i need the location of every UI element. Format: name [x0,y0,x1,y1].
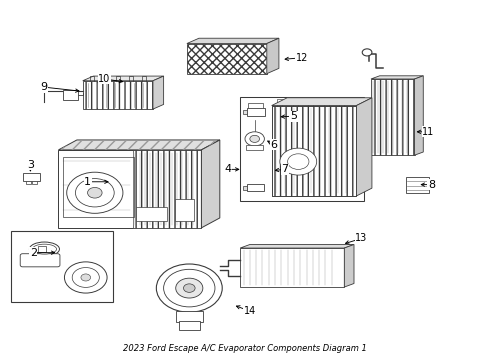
Polygon shape [240,248,344,287]
Polygon shape [240,244,354,248]
Polygon shape [83,81,153,109]
Text: 1: 1 [84,177,91,187]
Circle shape [250,135,260,143]
Text: 12: 12 [296,53,308,63]
Circle shape [65,262,107,293]
Ellipse shape [32,244,56,254]
Bar [63,90,78,100]
Polygon shape [83,76,164,81]
Circle shape [164,269,215,307]
Bar [179,321,200,330]
Text: 7: 7 [281,165,288,174]
Polygon shape [133,150,201,228]
Text: 2023 Ford Escape A/C Evaporator Components Diagram 1: 2023 Ford Escape A/C Evaporator Componen… [123,344,367,353]
Polygon shape [267,38,279,74]
Text: 4: 4 [224,165,232,174]
Circle shape [156,264,222,312]
Bar [240,97,364,201]
Text: 3: 3 [27,160,34,170]
Bar [247,108,266,116]
Polygon shape [243,110,247,114]
Text: 5: 5 [290,111,297,121]
Text: 14: 14 [244,306,256,316]
Polygon shape [371,79,415,155]
Polygon shape [243,186,247,190]
Circle shape [67,172,123,213]
Text: 2: 2 [30,248,37,258]
Circle shape [245,132,265,146]
Bar [24,256,57,265]
Circle shape [288,154,309,170]
Circle shape [362,49,372,56]
Circle shape [280,148,317,175]
Text: 8: 8 [428,180,435,190]
Ellipse shape [29,242,59,256]
Polygon shape [58,140,220,150]
Circle shape [81,274,91,281]
Bar [248,103,263,108]
Bar [136,207,168,221]
Text: 13: 13 [355,234,368,243]
Bar [26,181,31,184]
Text: 10: 10 [98,74,111,84]
Circle shape [75,179,114,207]
Circle shape [72,267,99,287]
Polygon shape [415,76,423,155]
Bar [11,231,113,302]
Polygon shape [271,98,372,105]
Text: 9: 9 [40,82,48,92]
Polygon shape [153,76,164,109]
Text: 11: 11 [422,127,434,137]
Bar [175,199,194,221]
Polygon shape [201,140,220,228]
Bar [246,145,264,149]
Bar [23,173,40,181]
Text: 6: 6 [270,140,277,149]
Polygon shape [271,105,356,196]
Polygon shape [371,76,423,79]
FancyBboxPatch shape [20,254,60,267]
Polygon shape [356,98,372,196]
Polygon shape [187,38,279,44]
Bar [32,181,37,184]
Circle shape [183,284,195,292]
Polygon shape [344,244,354,287]
Circle shape [176,278,203,298]
Bar [38,246,47,252]
Bar [406,177,429,193]
Polygon shape [187,44,267,74]
Polygon shape [58,150,201,228]
Bar [247,184,265,192]
Circle shape [88,188,102,198]
Bar [176,311,203,322]
